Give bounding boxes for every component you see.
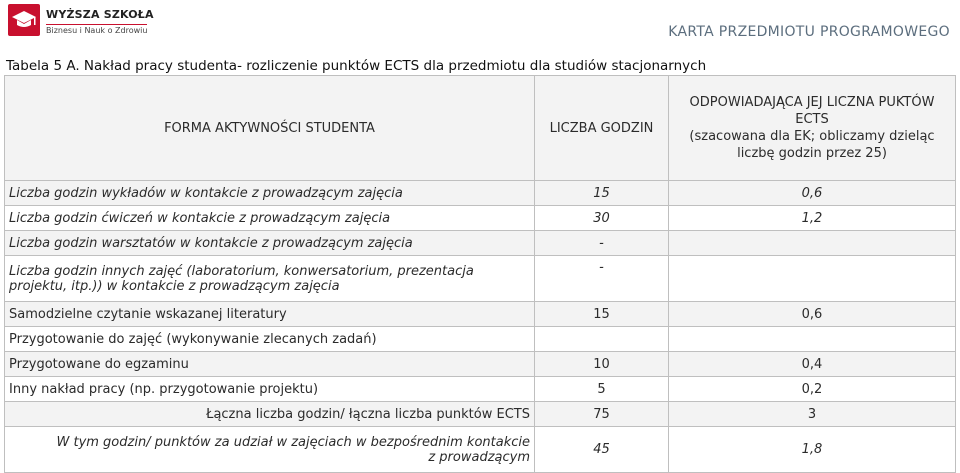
- row-activity-line1: Liczba godzin innych zajęć (laboratorium…: [9, 263, 474, 279]
- row-hours: -: [534, 230, 669, 256]
- row-ects: [668, 326, 956, 352]
- total-hours: 75: [534, 401, 669, 427]
- page-header: WYŻSZA SZKOŁA Biznesu i Nauk o Zdrowiu K…: [0, 0, 960, 52]
- ects-table: FORMA AKTYWNOŚCI STUDENTA LICZBA GODZIN …: [4, 75, 956, 473]
- row-hours: 5: [534, 376, 669, 402]
- row-activity: Przygotowanie do zajęć (wykonywanie zlec…: [4, 326, 535, 352]
- row-ects: 0,4: [668, 351, 956, 377]
- graduation-cap-icon: [8, 4, 40, 36]
- row-activity: Inny nakład pracy (np. przygotowanie pro…: [4, 376, 535, 402]
- table-row: Inny nakład pracy (np. przygotowanie pro…: [4, 376, 956, 402]
- logo-subtitle: Biznesu i Nauk o Zdrowiu: [46, 24, 148, 35]
- header-ects-line3: (szacowana dla EK; obliczamy dzieląc: [689, 129, 935, 144]
- table-row: Liczba godzin warsztatów w kontakcie z p…: [4, 230, 956, 256]
- table-header-row: FORMA AKTYWNOŚCI STUDENTA LICZBA GODZIN …: [4, 75, 956, 181]
- row-hours: 30: [534, 205, 669, 231]
- header-form: FORMA AKTYWNOŚCI STUDENTA: [4, 75, 535, 181]
- row-hours: 15: [534, 180, 669, 206]
- table-row: Przygotowane do egzaminu 10 0,4: [4, 351, 956, 377]
- row-hours: 10: [534, 351, 669, 377]
- row-activity: Samodzielne czytanie wskazanej literatur…: [4, 301, 535, 327]
- row-ects: [668, 255, 956, 302]
- header-ects-line1: ODPOWIADAJĄCA JEJ LICZNA PUKTÓW: [689, 95, 935, 110]
- school-logo: WYŻSZA SZKOŁA Biznesu i Nauk o Zdrowiu: [8, 4, 154, 38]
- contact-label-line1: W tym godzin/ punktów za udział w zajęci…: [56, 434, 530, 450]
- contact-ects: 1,8: [668, 426, 956, 473]
- row-ects: 0,6: [668, 301, 956, 327]
- table-row: Samodzielne czytanie wskazanej literatur…: [4, 301, 956, 327]
- contact-label: W tym godzin/ punktów za udział w zajęci…: [4, 426, 535, 473]
- document-title: KARTA PRZEDMIOTU PROGRAMOWEGO: [668, 24, 950, 40]
- table-row: Liczba godzin ćwiczeń w kontakcie z prow…: [4, 205, 956, 231]
- row-hours: 15: [534, 301, 669, 327]
- total-ects: 3: [668, 401, 956, 427]
- row-activity: Liczba godzin wykładów w kontakcie z pro…: [4, 180, 535, 206]
- header-ects-line4: liczbę godzin przez 25): [737, 146, 887, 161]
- row-activity-line2: projektu, itp.)) w kontakcie z prowadząc…: [9, 278, 340, 294]
- row-ects: 0,2: [668, 376, 956, 402]
- contact-hours: 45: [534, 426, 669, 473]
- total-row: Łączna liczba godzin/ łączna liczba punk…: [4, 401, 956, 427]
- contact-row: W tym godzin/ punktów za udział w zajęci…: [4, 426, 956, 473]
- table-row: Liczba godzin wykładów w kontakcie z pro…: [4, 180, 956, 206]
- row-activity: Liczba godzin innych zajęć (laboratorium…: [4, 255, 535, 302]
- table-caption: Tabela 5 A. Nakład pracy studenta- rozli…: [6, 58, 707, 74]
- row-hours: -: [534, 255, 669, 302]
- total-label: Łączna liczba godzin/ łączna liczba punk…: [4, 401, 535, 427]
- contact-label-line2: z prowadzącym: [428, 449, 530, 465]
- row-ects: 1,2: [668, 205, 956, 231]
- row-ects: [668, 230, 956, 256]
- logo-name: WYŻSZA SZKOŁA: [46, 8, 154, 21]
- row-activity: Liczba godzin ćwiczeń w kontakcie z prow…: [4, 205, 535, 231]
- row-hours: [534, 326, 669, 352]
- header-ects-line2: ECTS: [795, 112, 829, 127]
- table-row: Liczba godzin innych zajęć (laboratorium…: [4, 255, 956, 302]
- row-activity: Liczba godzin warsztatów w kontakcie z p…: [4, 230, 535, 256]
- row-ects: 0,6: [668, 180, 956, 206]
- header-ects: ODPOWIADAJĄCA JEJ LICZNA PUKTÓW ECTS (sz…: [668, 75, 956, 181]
- header-hours: LICZBA GODZIN: [534, 75, 669, 181]
- table-row: Przygotowanie do zajęć (wykonywanie zlec…: [4, 326, 956, 352]
- row-activity: Przygotowane do egzaminu: [4, 351, 535, 377]
